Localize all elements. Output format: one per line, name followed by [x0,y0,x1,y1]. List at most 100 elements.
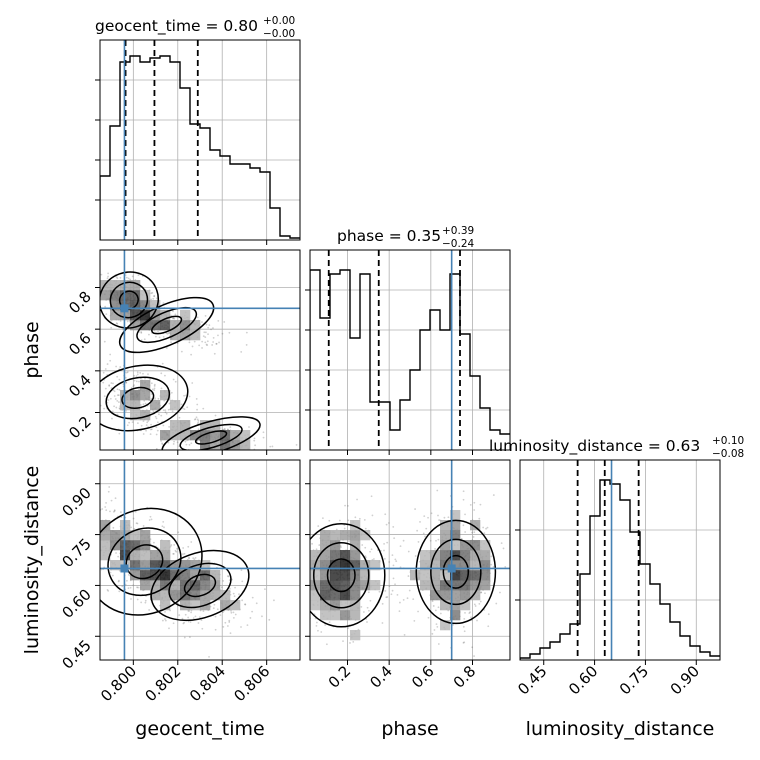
sample-point [118,407,121,410]
sample-point [240,569,243,572]
sample-point [239,453,241,455]
sample-point [347,519,350,522]
sample-point [134,510,137,513]
sample-point [369,550,371,553]
hist-bar [650,584,660,660]
sample-point [228,619,231,622]
y-tick-label: 0.60 [58,586,94,622]
hist-bar [390,430,400,450]
sample-point [338,519,341,522]
density-cell [200,440,211,450]
sample-point [155,433,158,436]
sample-point [164,374,166,377]
sample-point [127,587,130,590]
density-cell [110,280,121,291]
density-cell [160,590,171,601]
sample-point [91,535,93,537]
sample-point [402,599,405,601]
sample-point [125,409,128,412]
sample-point [253,437,256,440]
sample-point [232,592,235,595]
sample-point [51,540,53,542]
sample-point [262,431,265,434]
sample-point [107,399,110,401]
density-cell [150,570,161,581]
sample-point [226,625,229,627]
density-cell [180,570,191,581]
density-cell [410,570,421,581]
sample-point [295,443,298,446]
density-cell [130,290,141,301]
density-cell [130,400,141,411]
sample-point [407,550,410,553]
sample-point [171,410,174,413]
sample-point [162,335,165,338]
sample-point [393,537,396,540]
sample-point [112,526,115,529]
sample-point [94,280,96,282]
density-cell [330,530,341,541]
sample-point [214,414,217,417]
hist-bar [280,236,290,240]
sample-point [105,502,107,504]
sample-point [90,268,92,270]
density-cell [130,280,141,291]
density-cell [130,560,141,571]
sample-point [136,373,139,376]
panel-hist-geocent-time [95,39,301,245]
sample-point [123,456,125,458]
sample-point [320,631,323,633]
sample-point [195,416,198,419]
sample-point [349,642,351,644]
sample-point [240,351,243,353]
sample-point [307,568,309,570]
density-cell [340,600,351,611]
sample-point [471,531,473,534]
density-cell [420,560,431,571]
sample-point [291,565,293,567]
sample-point [98,506,100,508]
sample-point [429,539,432,542]
sample-point [84,525,86,527]
density-cell [110,290,121,301]
sample-point [470,616,472,619]
sample-point [195,398,198,400]
sample-point [325,643,328,646]
sample-point [340,546,342,549]
sample-point [95,538,97,540]
contour-line [109,281,149,319]
sample-point [175,550,178,553]
hist-bar [350,338,360,450]
sample-point [473,603,476,606]
density-cell [190,600,201,611]
contour-line [415,519,497,625]
sample-point [268,618,271,621]
sample-point [185,394,188,397]
sample-point [474,605,477,607]
sample-point [464,513,466,516]
sample-point [92,537,94,539]
sample-point [152,297,155,300]
sample-point [218,455,220,457]
hist-bar [590,516,600,660]
density-cell [240,430,251,441]
sample-point [462,498,465,501]
sample-point [125,381,127,384]
sample-point [402,539,405,542]
sample-point [396,594,399,596]
sample-point [182,622,185,625]
sample-point [136,522,139,525]
sample-point [227,575,229,577]
sample-point [233,595,236,598]
sample-point [142,433,145,435]
density-cell [210,570,221,581]
sample-point [116,399,119,402]
sample-point [142,525,145,527]
sample-point [328,519,331,522]
sample-point [388,585,391,588]
hist-bar [130,56,140,240]
density-cell [210,430,221,441]
sample-point [96,510,98,512]
sample-point [422,532,425,535]
sample-point [207,326,210,329]
